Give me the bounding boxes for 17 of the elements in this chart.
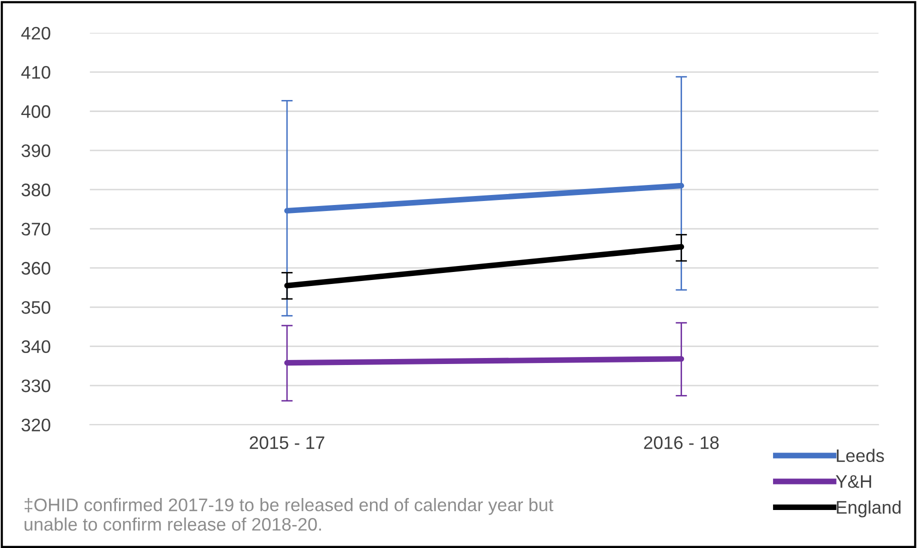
legend-label: Leeds bbox=[836, 448, 884, 462]
y-tick-label: 410 bbox=[21, 66, 50, 79]
y-tick-label: 340 bbox=[22, 340, 50, 354]
text: ‡OHID confirmed 2017-19 to be released end of calendar year but unable to confirm release of 2018-20. bbox=[24, 498, 554, 531]
y-tick-label: 360 bbox=[22, 262, 50, 275]
y-tick-label: 350 bbox=[22, 301, 50, 314]
x-tick-label: 2015 - 17 bbox=[250, 436, 324, 450]
y-tick-label: 420 bbox=[21, 26, 50, 40]
y-tick-label: 330 bbox=[22, 379, 50, 392]
y-tick-label: 400 bbox=[21, 105, 50, 118]
x-tick-label: 2016 - 18 bbox=[644, 436, 719, 450]
legend-label: Y&H bbox=[836, 475, 872, 488]
y-tick-label: 320 bbox=[22, 418, 50, 432]
y-tick-label: 380 bbox=[22, 184, 50, 196]
legend-label: England bbox=[836, 500, 901, 518]
y-tick-label: 390 bbox=[22, 144, 50, 158]
y-tick-label: 370 bbox=[22, 222, 50, 236]
